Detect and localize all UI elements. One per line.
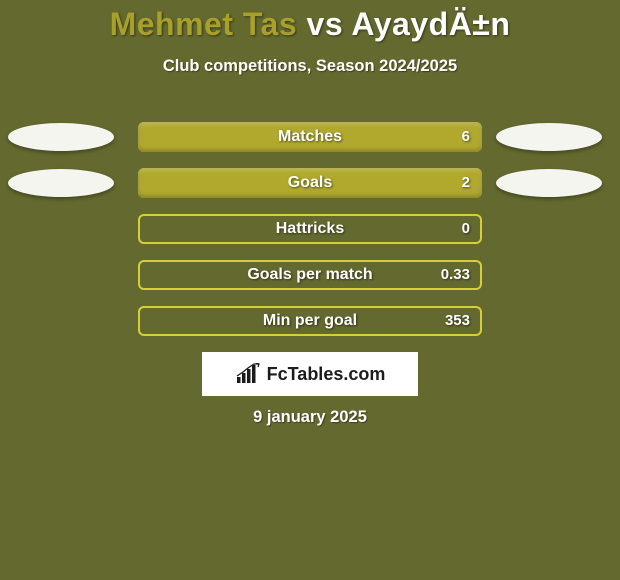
player2-badge <box>496 169 602 197</box>
stat-bar-track <box>138 214 482 244</box>
comparison-infographic: Mehmet Tas vs AyaydÄ±n Club competitions… <box>0 0 620 580</box>
stat-row: Goals2 <box>0 168 620 198</box>
fctables-logo: FcTables.com <box>202 352 418 396</box>
player1-badge <box>8 169 114 197</box>
stat-row: Goals per match0.33 <box>0 260 620 290</box>
stat-row: Hattricks0 <box>0 214 620 244</box>
page-title: Mehmet Tas vs AyaydÄ±n <box>0 0 620 43</box>
player1-badge <box>8 123 114 151</box>
stat-bar-track <box>138 260 482 290</box>
stat-row: Min per goal353 <box>0 306 620 336</box>
subtitle: Club competitions, Season 2024/2025 <box>0 57 620 76</box>
logo-text: FcTables.com <box>267 364 386 385</box>
stat-bar-track <box>138 306 482 336</box>
title-player2: AyaydÄ±n <box>351 6 510 42</box>
title-vs: vs <box>297 6 351 42</box>
player2-badge <box>496 123 602 151</box>
stat-bar-fill-right <box>138 122 482 152</box>
stat-row: Matches6 <box>0 122 620 152</box>
title-player1: Mehmet Tas <box>110 6 298 42</box>
stat-bar-fill-right <box>138 168 482 198</box>
date-label: 9 january 2025 <box>0 408 620 427</box>
stat-rows: Matches6 Goals2 Hattricks0 Goals per match0… <box>0 122 620 352</box>
bar-chart-icon <box>235 363 261 385</box>
